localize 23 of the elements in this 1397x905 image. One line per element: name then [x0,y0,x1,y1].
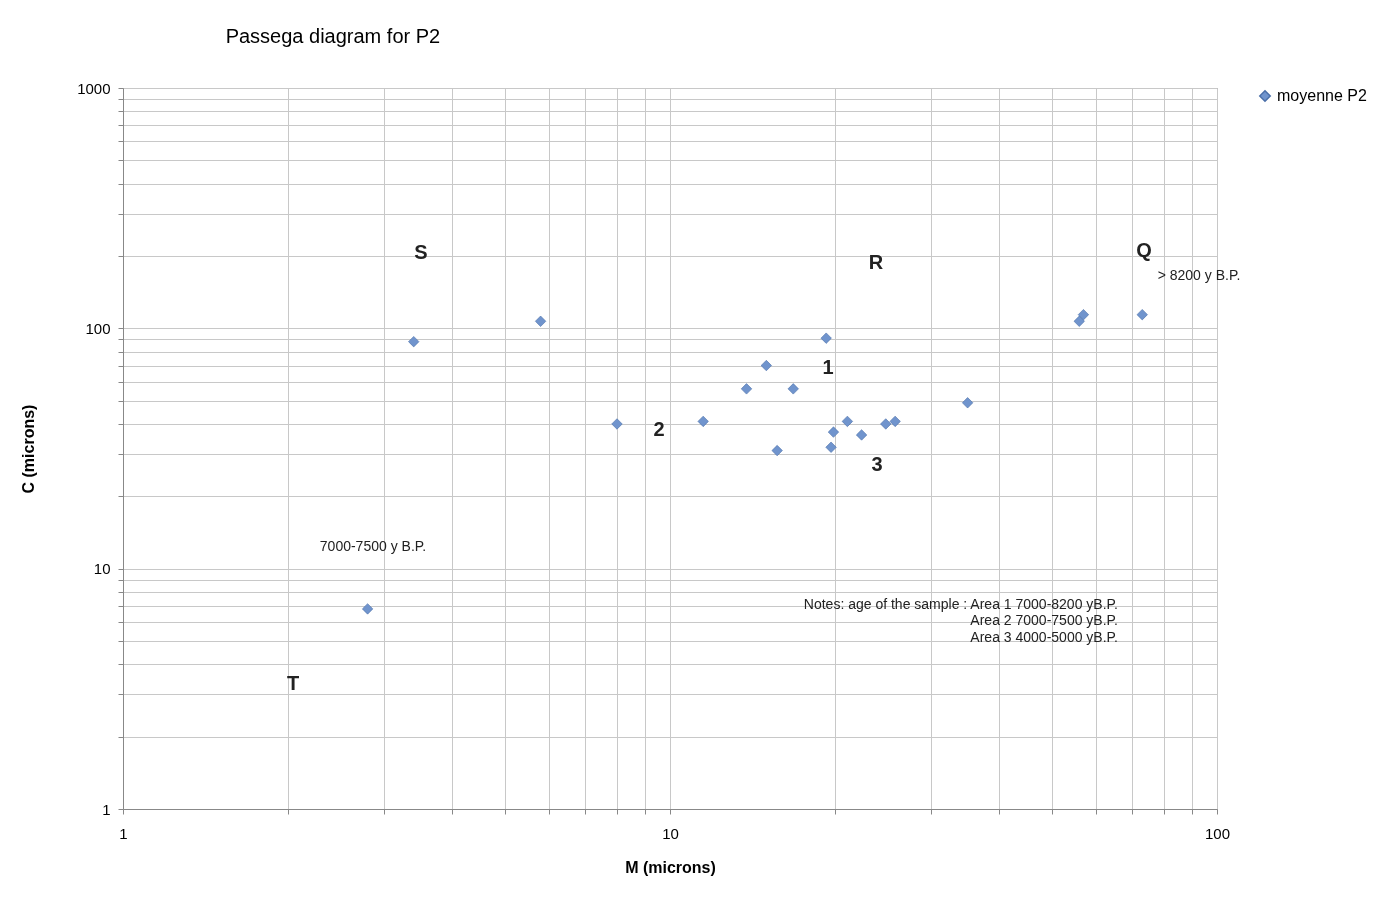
annotation: Notes: age of the sample : Area 1 7000-8200 yB.P. [803,596,1118,612]
annotation: 2 [653,418,665,440]
annotation: Area 3 4000-5000 yB.P. [970,629,1118,645]
annotation: T [286,672,300,694]
annotation: R [868,251,884,273]
annotation: Q [1136,239,1152,261]
chart-title: Passega diagram for P2 [225,25,441,47]
legend-label: moyenne P2 [1277,87,1367,104]
x-axis-title: M (microns) [625,858,716,876]
x-tick-label: 10 [662,824,679,842]
annotation: 3 [871,453,883,475]
annotation: S [414,241,428,263]
y-tick-label: 1 [102,800,111,818]
y-tick-label: 1000 [77,79,111,97]
x-tick-label: 1 [119,824,128,842]
annotation: Area 2 7000-7500 yB.P. [970,612,1118,628]
annotation: 7000-7500 y B.P. [319,538,427,554]
y-tick-label: 10 [93,560,111,578]
x-tick-label: 100 [1204,824,1231,842]
annotation: 1 [822,356,834,378]
y-tick-label: 100 [85,319,111,337]
annotation: > 8200 y B.P. [1157,267,1241,283]
y-axis-title: C (microns) [20,404,38,494]
